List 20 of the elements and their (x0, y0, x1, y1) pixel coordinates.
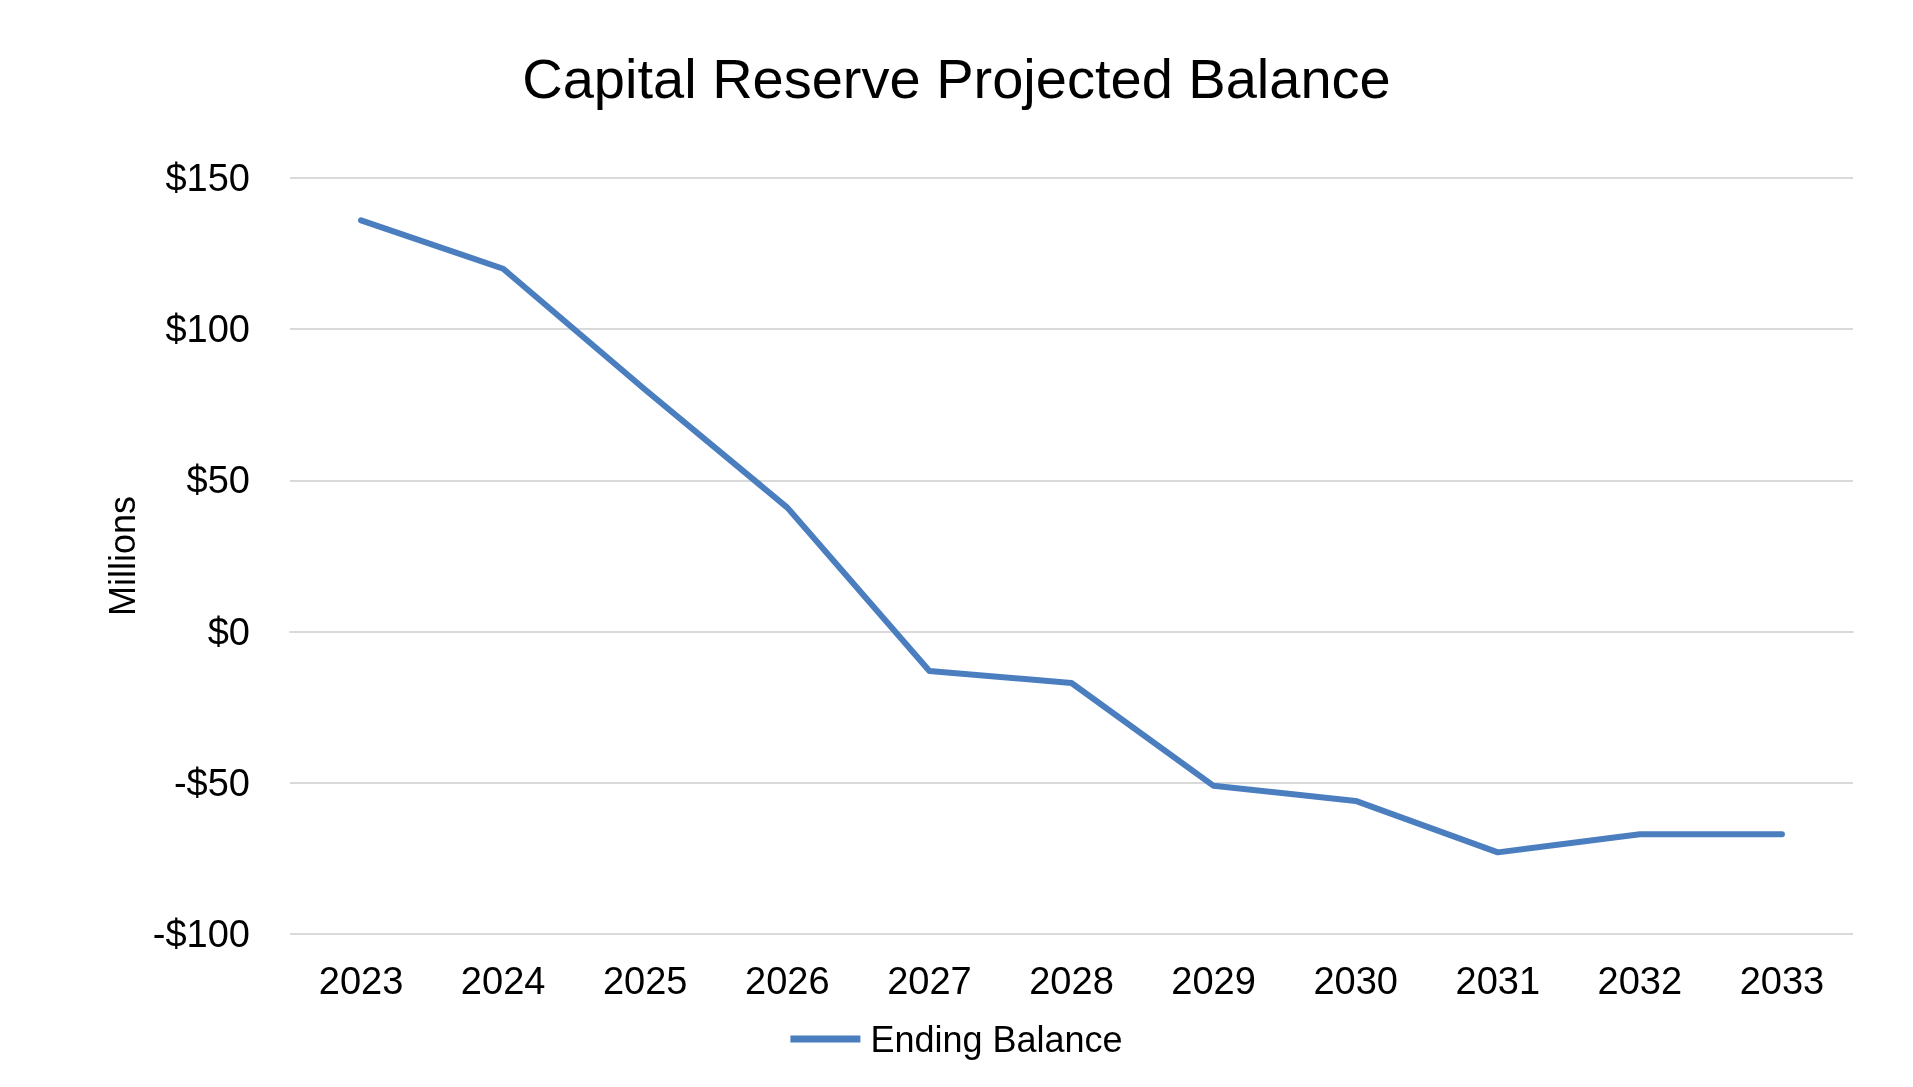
y-axis-title: Millions (101, 495, 143, 617)
legend-label: Ending Balance (870, 1018, 1123, 1060)
y-tick-label: $150 (165, 157, 250, 199)
x-tick-label: 2025 (602, 960, 688, 1002)
x-tick-label: 2032 (1597, 960, 1683, 1002)
y-tick-label: $100 (165, 308, 250, 351)
x-tick-label: 2028 (1029, 960, 1114, 1002)
chart-title: Capital Reserve Projected Balance (522, 46, 1391, 110)
x-tick-label: 2030 (1313, 960, 1398, 1002)
y-tick-label: $50 (186, 459, 250, 502)
x-tick-label: 2026 (745, 960, 830, 1002)
x-tick-label: 2023 (318, 960, 404, 1002)
x-tick-label: 2029 (1171, 960, 1256, 1002)
x-tick-label: 2024 (460, 960, 546, 1002)
y-tick-label: $0 (207, 610, 250, 653)
x-tick-label: 2033 (1739, 960, 1825, 1002)
x-tick-label: 2031 (1455, 960, 1541, 1002)
y-tick-label: -$50 (173, 761, 250, 804)
x-tick-label: 2027 (887, 960, 972, 1002)
y-tick-label: -$100 (152, 913, 250, 955)
